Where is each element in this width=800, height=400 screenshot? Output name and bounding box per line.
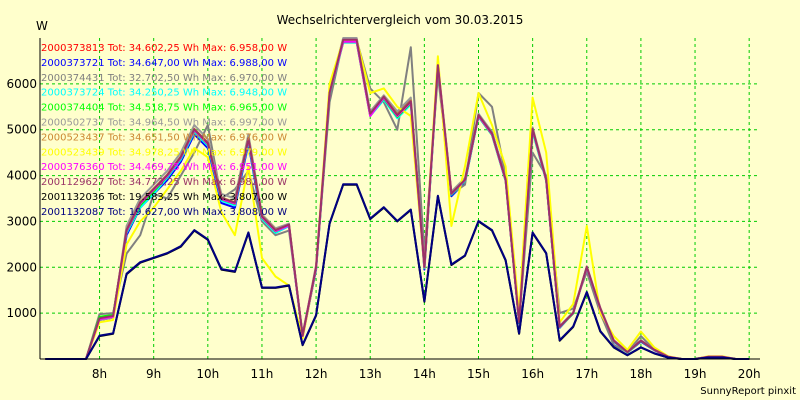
y-axis-unit-label: W: [36, 19, 48, 33]
y-tick-label: 6000: [6, 77, 37, 91]
x-tick-label: 10h: [196, 367, 219, 381]
y-tick-label: 3000: [6, 214, 37, 228]
y-tick-label: 4000: [6, 169, 37, 183]
x-tick-label: 20h: [738, 367, 761, 381]
legend-entry-1: 2000373813 Tot: 34.602,25 Wh Max: 6.958,…: [41, 43, 287, 54]
series-group: [45, 37, 750, 360]
x-tick-label: 12h: [305, 367, 328, 381]
y-tick-label: 1000: [6, 306, 37, 320]
legend: 2000373813 Tot: 34.602,25 Wh Max: 6.958,…: [41, 43, 287, 218]
legend-entry-10: 2001129627 Tot: 34.773,25 Wh Max: 6.982,…: [41, 177, 287, 188]
legend-entry-7: 2000523437 Tot: 34.651,50 Wh Max: 6.976,…: [41, 132, 287, 143]
series-line-3: [45, 39, 750, 360]
chart-title: Wechselrichtervergleich vom 30.03.2015: [277, 13, 524, 27]
x-tick-label: 18h: [629, 367, 652, 381]
x-tick-label: 15h: [467, 367, 490, 381]
axes: 8h 9h 10h 11h 12h 13h 14h 15h 16h 17h 18h 19h 20h 100…: [6, 38, 761, 381]
legend-entry-4: 2000373724 Tot: 34.250,25 Wh Max: 6.948,…: [41, 88, 287, 99]
y-tick-label: 5000: [6, 123, 37, 137]
x-tick-label: 9h: [146, 367, 161, 381]
legend-entry-3: 2000374431 Tot: 32.702,50 Wh Max: 6.970,…: [41, 73, 287, 84]
x-tick-label: 11h: [251, 367, 274, 381]
grid: [40, 38, 760, 359]
legend-entry-9: 2000376360 Tot: 34.469,75 Wh Max: 6.951,…: [41, 162, 287, 173]
legend-entry-12: 2001132087 Tot: 19.627,00 Wh Max: 3.808,…: [41, 207, 287, 218]
series-line-10: [45, 38, 750, 360]
x-tick-label: 8h: [92, 367, 107, 381]
legend-entry-5: 2000374404 Tot: 34.518,75 Wh Max: 6.965,…: [41, 103, 287, 114]
x-tick-label: 17h: [575, 367, 598, 381]
credit-label: SunnyReport pinxit: [700, 386, 796, 397]
x-tick-label: 19h: [684, 367, 707, 381]
x-tick-label: 14h: [413, 367, 436, 381]
series-line-12: [45, 183, 750, 360]
legend-entry-2: 2000373721 Tot: 34.647,00 Wh Max: 6.988,…: [41, 58, 287, 69]
legend-entry-8: 2000523439 Tot: 34.978,25 Wh Max: 6.979,…: [41, 147, 287, 158]
y-tick-label: 2000: [6, 260, 37, 274]
series-line-8: [45, 39, 750, 360]
legend-entry-11: 2001132036 Tot: 19.583,25 Wh Max: 3.807,…: [41, 192, 287, 203]
legend-entry-6: 2000502737 Tot: 34.964,50 Wh Max: 6.997,…: [41, 118, 287, 129]
x-tick-label: 16h: [521, 367, 544, 381]
x-tick-label: 13h: [359, 367, 382, 381]
